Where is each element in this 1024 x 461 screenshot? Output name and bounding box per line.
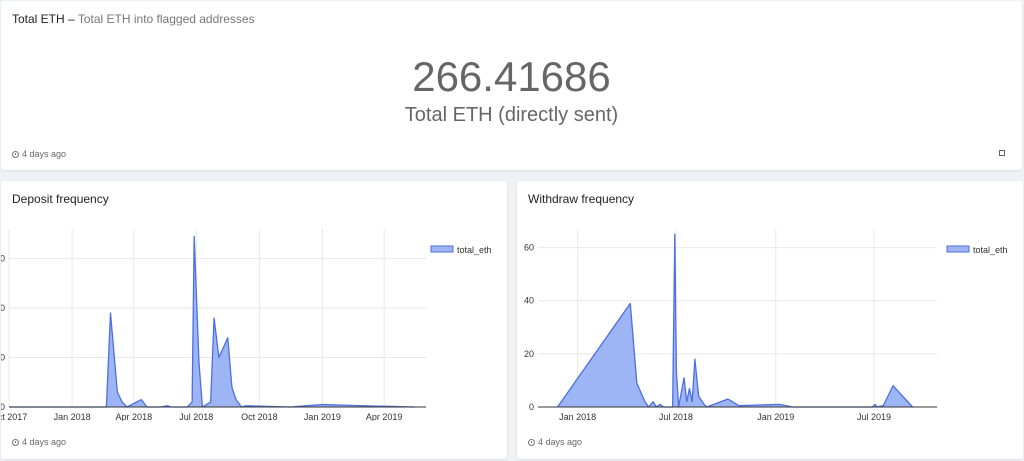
legend-swatch	[946, 245, 970, 253]
legend-label: total_eth	[457, 245, 492, 255]
expand-icon[interactable]	[999, 150, 1005, 156]
total-eth-value: 266.41686	[412, 53, 611, 100]
series-area	[9, 236, 415, 407]
series-line	[9, 235, 415, 408]
x-tick-label: Oct 2018	[241, 412, 278, 421]
last-updated-text: 4 days ago	[22, 149, 67, 159]
x-tick-label: Jan 2019	[757, 412, 794, 421]
x-tick-label: Jan 2018	[54, 412, 91, 421]
y-tick-label: 60	[524, 243, 534, 253]
y-tick-label: 40	[1, 303, 5, 313]
card-title: Deposit frequency	[12, 192, 109, 206]
series-area	[557, 234, 913, 407]
y-tick-label: 0	[1, 402, 5, 412]
last-updated: 4 days ago	[528, 437, 582, 447]
withdraw-frequency-card: Withdraw frequency 0 20 40 60 Jan 2018 Jul 20…	[517, 181, 1023, 459]
legend-swatch	[430, 245, 454, 253]
x-tick-label: Apr 2018	[116, 412, 153, 421]
clock-icon	[12, 150, 19, 158]
card-title-main: Total ETH	[12, 12, 65, 26]
x-tick-label: Jul 2019	[857, 412, 891, 421]
clock-icon	[528, 438, 535, 446]
x-tick-label: Jul 2018	[659, 412, 693, 421]
deposit-frequency-card: Deposit frequency 0 20 40 60 Oct 2017 Jan 201…	[1, 181, 507, 459]
last-updated-text: 4 days ago	[538, 437, 583, 447]
deposit-chart[interactable]: 0 20 40 60 Oct 2017 Jan 2018 Apr 2018 Jul 2018 O…	[1, 181, 507, 421]
total-eth-card: Total ETH – Total ETH into flagged addre…	[1, 1, 1022, 170]
title-separator: –	[68, 12, 75, 26]
last-updated-text: 4 days ago	[22, 437, 67, 447]
y-tick-label: 20	[1, 353, 5, 363]
x-tick-label: Apr 2019	[366, 412, 403, 421]
x-tick-label: Jul 2018	[179, 412, 213, 421]
total-eth-label: Total ETH (directly sent)	[404, 104, 619, 126]
last-updated: 4 days ago	[12, 437, 66, 447]
legend-label: total_eth	[973, 245, 1008, 255]
clock-icon	[12, 438, 19, 446]
y-tick-label: 20	[524, 349, 534, 359]
card-title: Withdraw frequency	[528, 192, 635, 206]
x-tick-label: Oct 2017	[1, 412, 27, 421]
x-tick-label: Jan 2019	[304, 412, 341, 421]
y-tick-label: 0	[529, 402, 534, 412]
y-tick-label: 40	[524, 296, 534, 306]
card-title: Total ETH – Total ETH into flagged addre…	[12, 12, 255, 26]
y-tick-label: 60	[1, 254, 5, 264]
x-tick-label: Jan 2018	[559, 412, 596, 421]
card-subtitle: Total ETH into flagged addresses	[77, 12, 255, 26]
last-updated: 4 days ago	[12, 149, 66, 159]
withdraw-chart[interactable]: 0 20 40 60 Jan 2018 Jul 2018 Jan 2019 Jul 2019 t…	[517, 181, 1023, 421]
